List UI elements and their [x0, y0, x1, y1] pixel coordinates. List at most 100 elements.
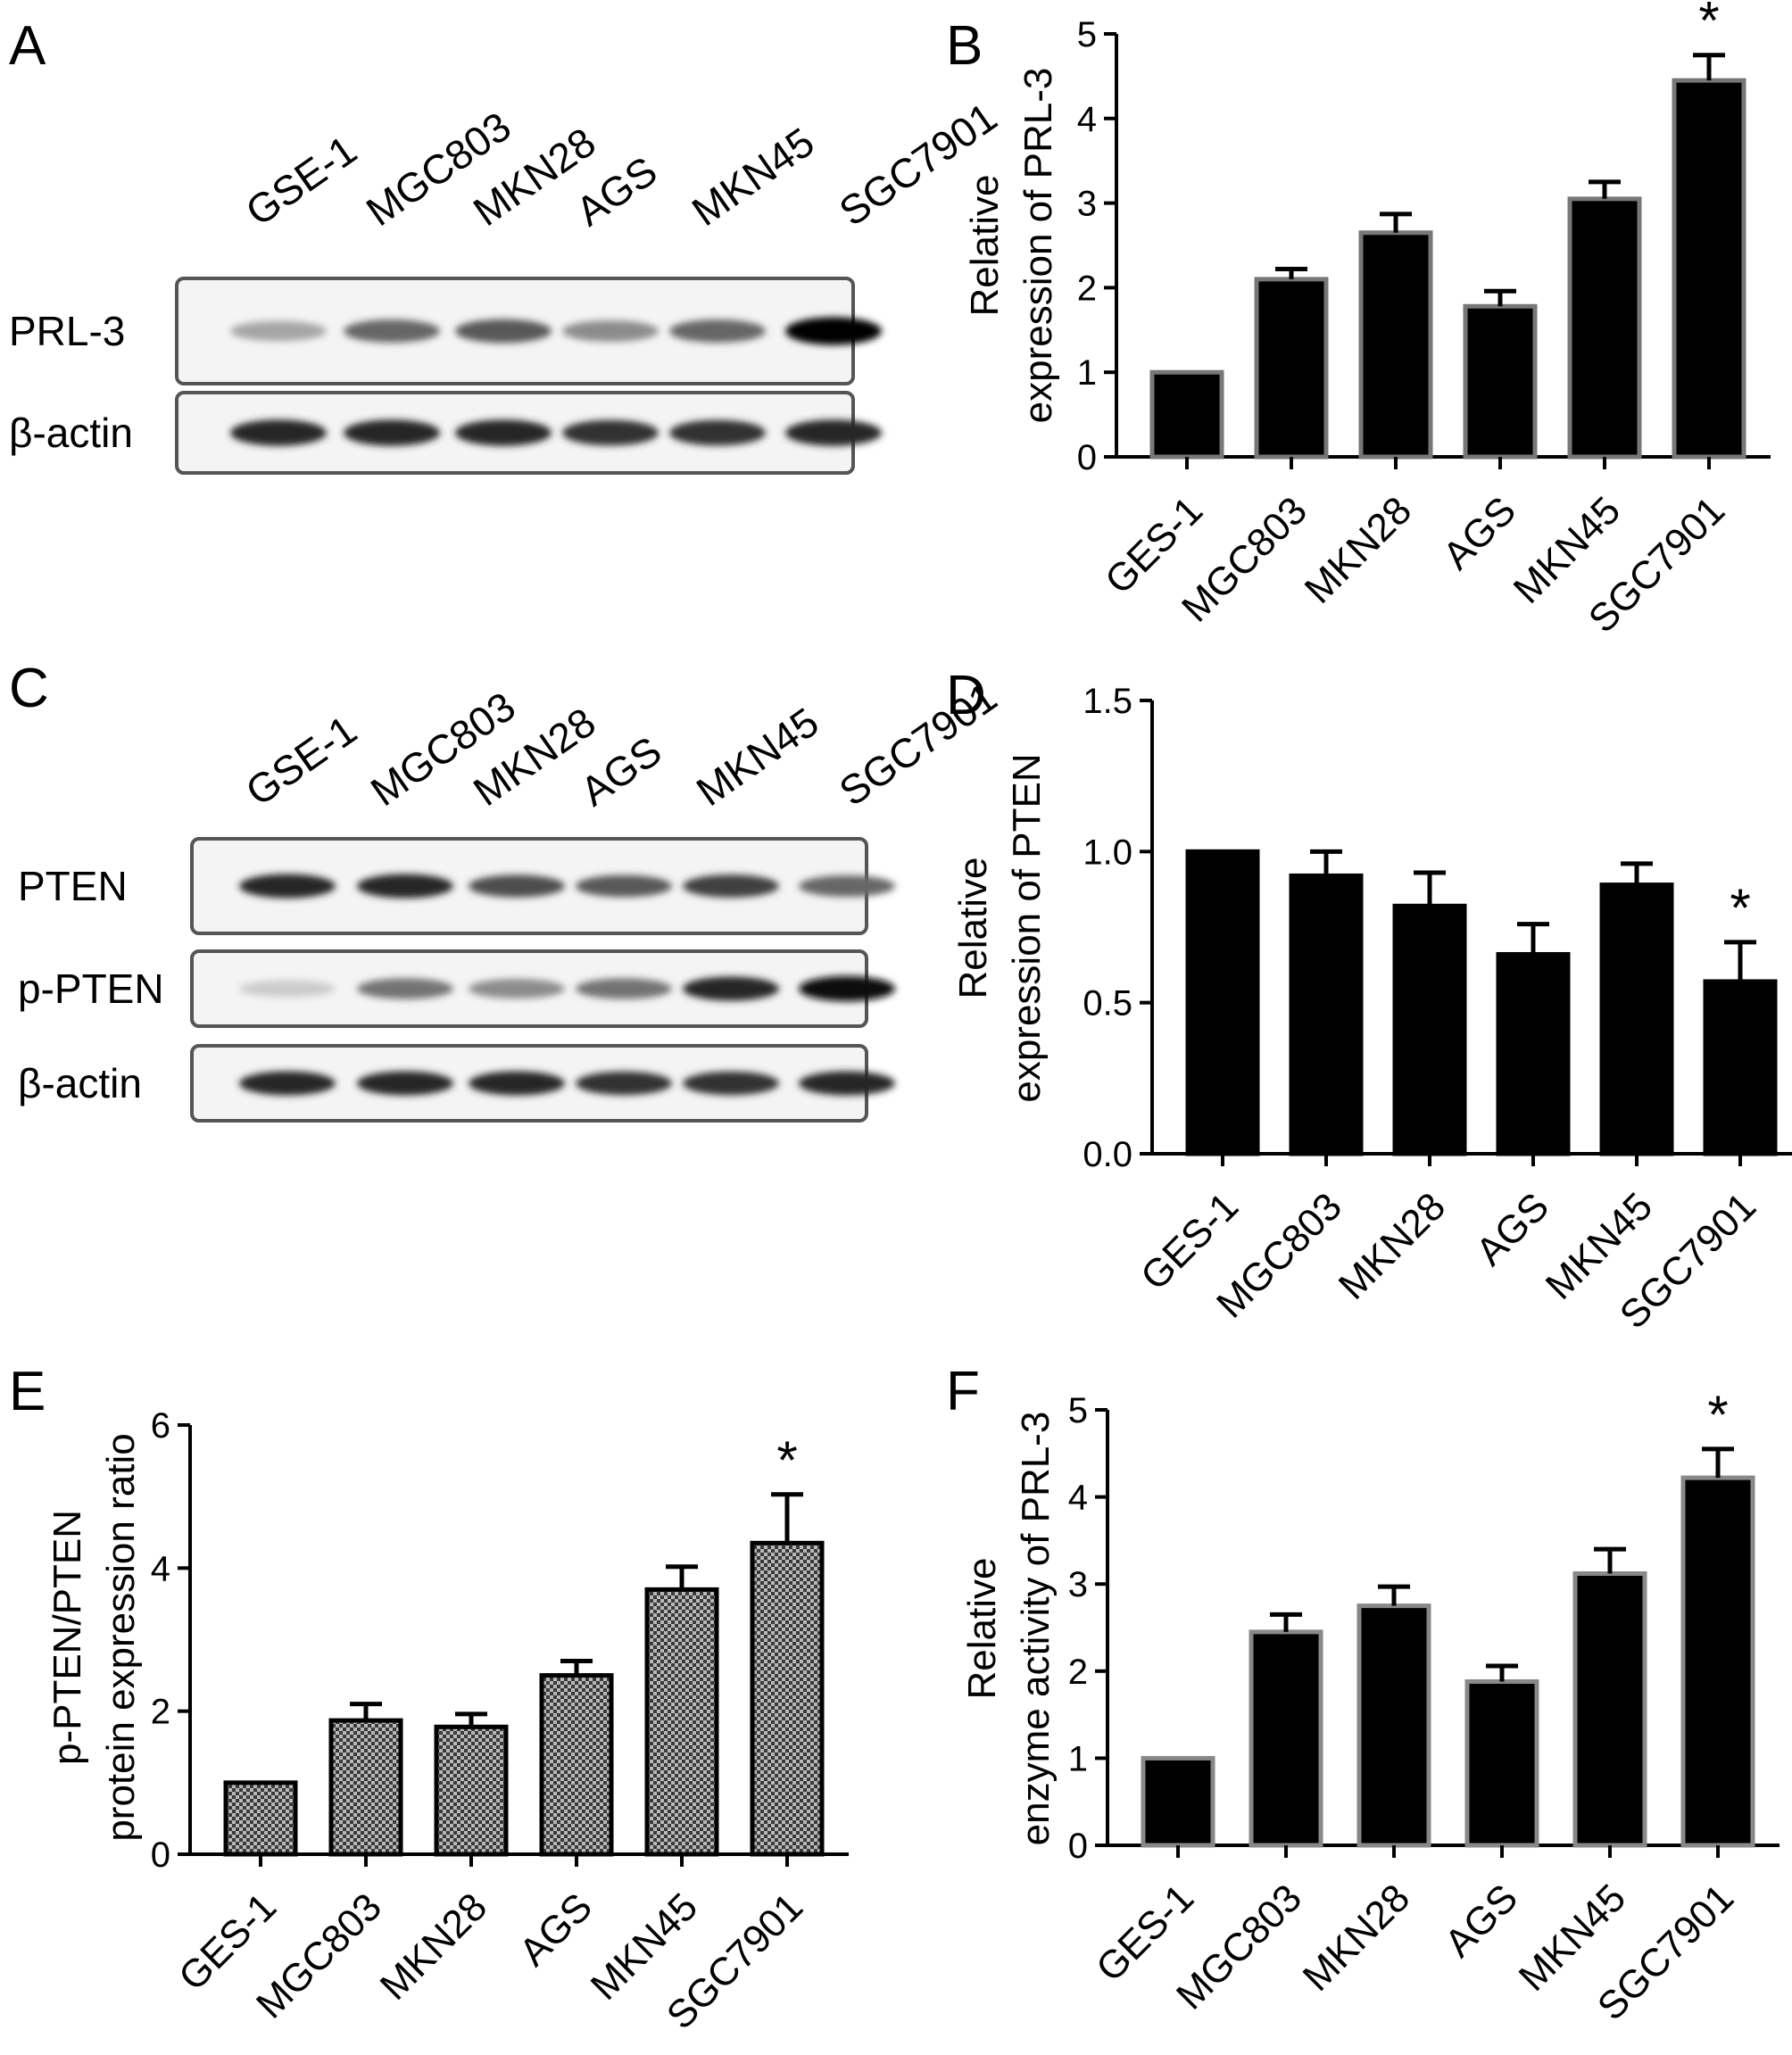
bar — [1464, 1679, 1539, 1848]
blot-row-label: β-actin — [9, 410, 133, 456]
blot-band — [230, 419, 327, 446]
blot-band — [799, 975, 895, 1002]
blot-band — [799, 1071, 895, 1096]
y-tick-label: 0 — [151, 1835, 170, 1875]
blot-band — [455, 319, 552, 344]
blot-band — [469, 978, 565, 999]
y-tick-label: 3 — [1068, 1565, 1088, 1604]
y-tick-label: 3 — [1077, 185, 1097, 224]
blot-band — [576, 874, 672, 898]
blot-row-label: PRL-3 — [9, 308, 125, 354]
blot-band — [230, 320, 327, 342]
blot-band — [683, 874, 779, 898]
y-tick-label: 1 — [1068, 1739, 1088, 1778]
significance-marker: * — [776, 1430, 797, 1490]
x-tick-label: AGS — [1435, 488, 1524, 577]
blot-band — [357, 1071, 453, 1096]
y-tick-label: 0.5 — [1083, 984, 1132, 1023]
y-tick-label: 6 — [151, 1406, 170, 1446]
blot-band — [799, 875, 895, 897]
significance-marker: * — [1707, 1385, 1728, 1445]
bar — [1599, 882, 1674, 1156]
bar — [1185, 849, 1260, 1156]
y-tick-label: 4 — [151, 1549, 170, 1588]
y-tick-label: 0 — [1068, 1827, 1088, 1866]
x-tick-label: MKN28 — [1295, 1876, 1418, 1999]
x-tick-label: AGS — [1437, 1876, 1526, 1965]
bar — [1463, 303, 1538, 460]
y-axis-label: protein expression ratio — [99, 1433, 143, 1841]
y-axis-label: Relative — [951, 858, 995, 999]
bar — [223, 1780, 298, 1857]
blot-band — [469, 874, 565, 898]
bar — [644, 1587, 719, 1857]
y-axis-label: p-PTEN/PTEN — [46, 1510, 89, 1765]
bar — [1703, 979, 1778, 1156]
bar — [1567, 196, 1642, 460]
panel-letter-c: C — [9, 658, 49, 719]
y-tick-label: 1.5 — [1083, 682, 1132, 721]
blot-band — [469, 1071, 565, 1096]
blot-row-label: β-actin — [18, 1060, 142, 1106]
significance-marker: * — [1730, 878, 1750, 938]
blot-band — [239, 980, 336, 998]
panel-letter: D — [946, 665, 986, 726]
blot-band — [455, 419, 552, 446]
bar — [750, 1540, 825, 1857]
bar-chart-e: E 0 2 4 6 p-PTEN/PTEN protein expression ratio… — [9, 1361, 849, 2038]
y-axis-label: expression of PRL-3 — [1016, 68, 1060, 424]
y-tick-label: 2 — [151, 1693, 170, 1732]
blot-row-label: PTEN — [18, 863, 128, 909]
y-axis-label: Relative — [960, 1558, 1004, 1700]
x-tick-label: MKN28 — [372, 1885, 495, 2008]
bar — [1289, 873, 1364, 1156]
bar — [1496, 951, 1571, 1156]
bar — [1249, 1629, 1323, 1848]
blot-band — [576, 1071, 672, 1096]
bar — [1254, 277, 1329, 460]
panel-letter: B — [946, 15, 983, 77]
bar — [1680, 1475, 1755, 1848]
blot-band — [344, 319, 440, 343]
lane-label: MKN45 — [688, 699, 826, 816]
bar — [1149, 369, 1224, 460]
blot-band — [669, 419, 766, 446]
blot-band — [239, 874, 336, 899]
bar — [1572, 1570, 1647, 1848]
blot-band — [562, 319, 659, 343]
y-axis-label: enzyme activity of PRL-3 — [1014, 1412, 1058, 1846]
y-tick-label: 2 — [1077, 269, 1097, 308]
lane-label: MKN45 — [684, 119, 822, 236]
blot-band — [357, 978, 453, 999]
blot-band — [344, 419, 440, 446]
bar — [1141, 1755, 1215, 1848]
y-tick-label: 1.0 — [1083, 833, 1132, 872]
significance-marker: * — [1698, 0, 1719, 51]
y-tick-label: 5 — [1077, 15, 1097, 54]
y-tick-label: 0 — [1077, 438, 1097, 477]
y-tick-label: 0.0 — [1083, 1135, 1132, 1174]
panel-letter: F — [946, 1361, 980, 1422]
lane-label: GSE-1 — [237, 706, 365, 815]
blot-band — [669, 319, 766, 343]
bar — [1358, 230, 1433, 460]
bar — [1356, 1603, 1431, 1848]
blot-band — [576, 978, 672, 999]
bar — [1672, 78, 1746, 460]
x-tick-label: AGS — [1468, 1184, 1557, 1273]
y-tick-label: 1 — [1077, 353, 1097, 393]
blot-band — [683, 976, 779, 1001]
blot-band — [683, 1071, 779, 1096]
lane-label: GSE-1 — [237, 126, 365, 235]
bar — [539, 1673, 614, 1857]
y-tick-label: 5 — [1068, 1391, 1088, 1430]
panel-letter-a: A — [9, 15, 46, 77]
bar — [1392, 903, 1467, 1156]
bar — [434, 1724, 509, 1857]
